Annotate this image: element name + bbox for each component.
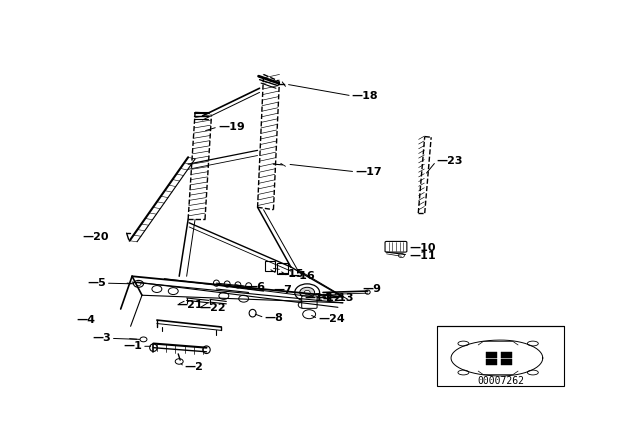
Text: —20: —20 <box>83 232 109 242</box>
Circle shape <box>140 337 147 342</box>
Bar <box>437 326 564 386</box>
Circle shape <box>136 282 141 285</box>
Circle shape <box>219 293 229 299</box>
Text: —16: —16 <box>288 271 315 281</box>
Circle shape <box>175 359 183 364</box>
Text: 00007262: 00007262 <box>477 376 524 387</box>
Ellipse shape <box>458 370 469 375</box>
Circle shape <box>304 290 310 294</box>
Text: —24: —24 <box>318 314 345 324</box>
Ellipse shape <box>224 281 230 287</box>
FancyBboxPatch shape <box>277 263 289 274</box>
Ellipse shape <box>203 346 210 353</box>
Ellipse shape <box>249 310 256 317</box>
Text: —21: —21 <box>177 300 204 310</box>
Ellipse shape <box>213 280 220 286</box>
Text: —22: —22 <box>199 303 226 313</box>
Circle shape <box>399 254 404 258</box>
Text: —12: —12 <box>316 293 342 303</box>
Ellipse shape <box>246 283 252 289</box>
Text: —7: —7 <box>273 285 292 295</box>
Text: —8: —8 <box>264 313 284 323</box>
Text: —13: —13 <box>327 293 353 303</box>
Bar <box>486 352 497 358</box>
FancyBboxPatch shape <box>301 296 317 308</box>
Bar <box>500 359 511 365</box>
Text: —1: —1 <box>123 341 142 351</box>
Text: —10: —10 <box>410 243 436 253</box>
Ellipse shape <box>527 341 538 346</box>
Text: —4: —4 <box>76 315 95 325</box>
Text: —6: —6 <box>246 282 265 292</box>
Circle shape <box>168 288 178 294</box>
Text: —3: —3 <box>92 333 111 343</box>
Ellipse shape <box>527 370 538 375</box>
Text: —18: —18 <box>352 91 378 101</box>
Circle shape <box>152 285 162 293</box>
Text: —15: —15 <box>277 269 304 279</box>
Bar <box>500 352 511 358</box>
Text: —9: —9 <box>363 284 381 294</box>
Circle shape <box>134 280 143 287</box>
Text: —14: —14 <box>304 293 331 303</box>
Text: —11: —11 <box>410 250 436 261</box>
Circle shape <box>298 302 308 308</box>
Ellipse shape <box>458 341 469 346</box>
Bar <box>486 359 497 365</box>
FancyBboxPatch shape <box>385 241 407 252</box>
Text: —17: —17 <box>355 167 382 177</box>
Ellipse shape <box>150 344 157 352</box>
Text: —5: —5 <box>87 278 106 288</box>
Circle shape <box>300 287 315 297</box>
Ellipse shape <box>235 282 241 288</box>
Circle shape <box>295 284 319 301</box>
FancyBboxPatch shape <box>264 261 275 271</box>
Ellipse shape <box>365 290 370 294</box>
Text: —2: —2 <box>184 362 203 372</box>
Text: —19: —19 <box>218 122 244 132</box>
Circle shape <box>239 295 249 302</box>
Text: —23: —23 <box>436 156 463 166</box>
Circle shape <box>303 310 316 319</box>
